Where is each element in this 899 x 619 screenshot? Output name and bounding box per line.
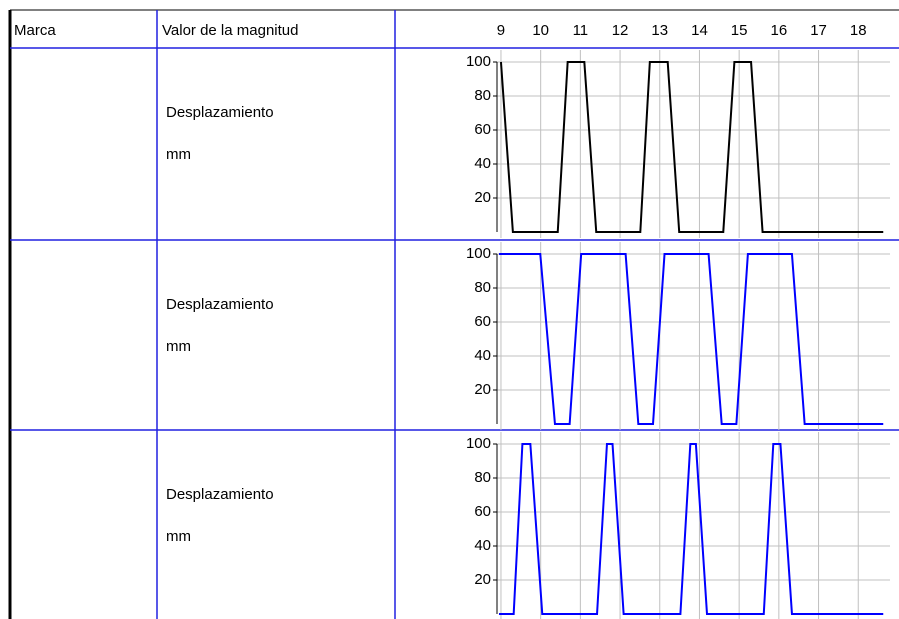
y-tick-label: 80 [474,279,491,296]
unit-label: mm [166,146,191,163]
x-tick-label: 15 [731,22,748,39]
x-tick-label: 10 [532,22,549,39]
y-tick-label: 80 [474,469,491,486]
y-tick-label: 60 [474,313,491,330]
magnitude-label: Desplazamiento [166,296,274,313]
magnitude-label: Desplazamiento [166,486,274,503]
signal-line [499,61,884,233]
column-header: Marca [14,22,56,39]
x-tick-label: 11 [573,22,589,39]
signal-line [498,253,884,425]
unit-label: mm [166,528,191,545]
magnitude-label: Desplazamiento [166,104,274,121]
y-tick-label: 20 [474,571,491,588]
y-tick-label: 100 [466,435,491,452]
y-tick-label: 100 [466,53,491,70]
y-tick-label: 80 [474,87,491,104]
x-tick-label: 16 [771,22,788,39]
x-tick-label: 9 [497,22,505,39]
y-tick-label: 100 [466,245,491,262]
y-tick-label: 40 [474,155,491,172]
y-tick-label: 40 [474,347,491,364]
y-tick-label: 60 [474,503,491,520]
x-tick-label: 17 [810,22,827,39]
y-tick-label: 20 [474,189,491,206]
unit-label: mm [166,338,191,355]
x-tick-label: 14 [691,22,708,39]
x-tick-label: 18 [850,22,867,39]
signal-line [498,443,884,615]
x-tick-label: 13 [651,22,668,39]
y-tick-label: 20 [474,381,491,398]
y-tick-label: 40 [474,537,491,554]
y-tick-label: 60 [474,121,491,138]
column-header: Valor de la magnitud [162,22,298,39]
x-tick-label: 12 [612,22,629,39]
